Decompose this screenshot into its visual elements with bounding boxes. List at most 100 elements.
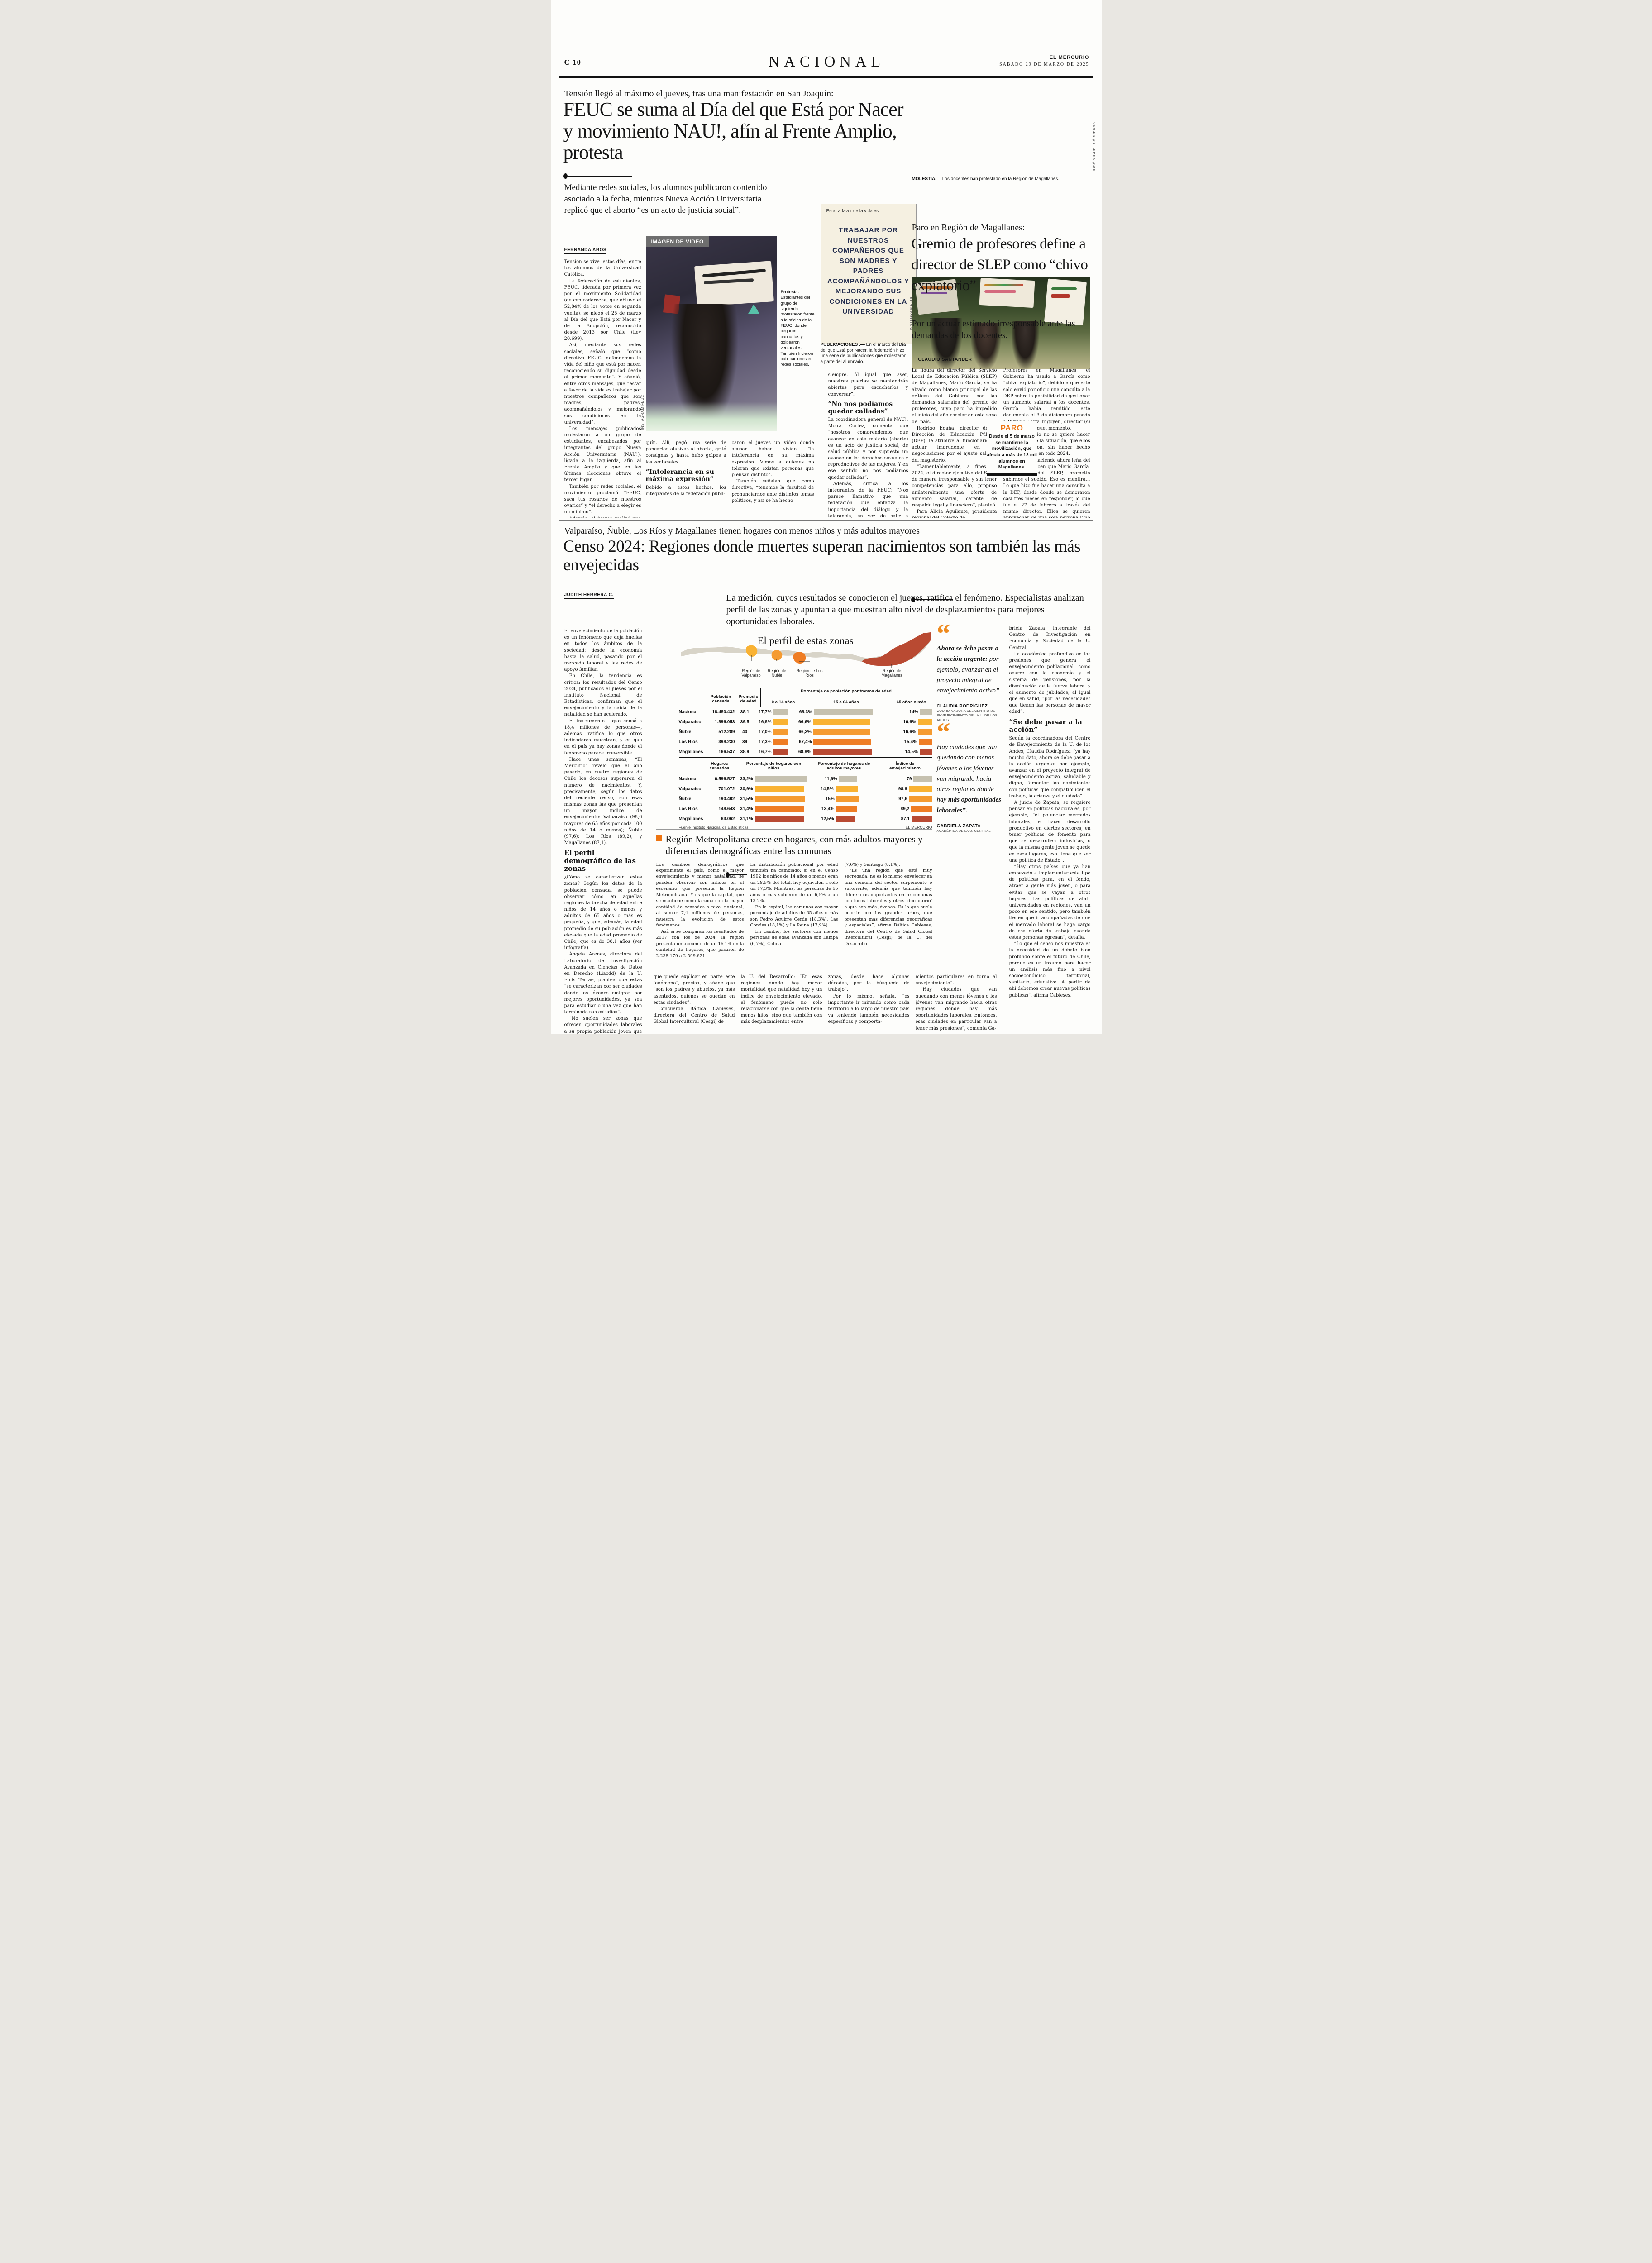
feuc-lead-marker [563,173,632,179]
censo-strip-col1: que puede explicar en parte este fenómen… [653,974,735,1025]
glass-reflection [645,402,777,431]
feuc-quote-box: Estar a favor de la vida es TRABAJAR POR… [820,204,917,344]
metro-col3: (7,6%) y Santiago (8,1%). “Es una región … [844,862,932,946]
quote-box-intro: Estar a favor de la vida es [826,209,879,214]
infographic-title: El perfil de estas zonas [757,635,854,646]
quote2-name: GABRIELA ZAPATA [936,823,981,829]
infographic-credit: EL MERCURIO [905,825,932,830]
table1-rows: Nacional 18.480.432 38,1 17,7% 68,3% 14% Valpa… [678,707,932,757]
censo-right-col: briela Zapata, integrante del Centro de … [1009,625,1091,1034]
header-bar [559,76,1093,78]
table1-row: Ñuble 512.289 40 17,0% 66,3% 16,6% [678,727,932,737]
censo-right-subhead: “Se debe pasar a la acción” [1009,717,1082,734]
paro-box-bar [986,473,1037,476]
censo-kicker: Valparaíso, Ñuble, Los Ríos y Magallanes… [564,526,920,536]
t2-h-c1: Porcentaje de hogares con niños [746,761,802,771]
map-region-nuble [771,650,782,661]
quote2-bold: Hay ciudades que van quedando con menos … [936,744,997,804]
docente-silhouette-1 [930,318,962,369]
publicaciones-caption-text: En el marco del Día del que Está por Nac… [820,342,907,364]
map-region-valparaiso [745,645,757,657]
feuc-col4: siempre. Al igual que ayer, nuestras pue… [828,372,908,518]
censo-left-col: El envejecimiento de la población es un … [564,628,642,1034]
table1-row: Magallanes 166.537 38,9 16,7% 68,8% 14,5% [678,747,932,757]
quote1-bold: Ahora se debe pasar a la acción urgente: [936,645,999,663]
quote2-attr: GABRIELA ZAPATA ACADÉMICA DE LA U. CENTR… [936,820,1005,833]
t1-h-c1: 0 a 14 años [771,700,795,705]
table-divider [678,757,932,758]
slep-kicker: Paro en Región de Magallanes: [912,223,1025,233]
slep-caption-title: MOLESTIA.— [912,177,941,181]
censo-left-subhead: El perfil demográfico de las zonas [564,849,636,873]
t2-h-c2: Porcentaje de hogares de adultos mayores [817,761,870,771]
censo-intro: La medición, cuyos resultados se conocie… [726,593,1084,626]
feuc-subhead-1: “Intolerancia en su máxima expresión” [645,468,714,483]
table1-row: Valparaíso 1.896.053 39,5 16,8% 66,6% 16,6% [678,717,932,727]
slep-colA-text: La figura del director del Servicio Loca… [912,368,997,518]
paro-box-title: PARO [1000,424,1023,432]
section-divider [559,520,1093,521]
slep-byline: CLAUDIO SANTANDER [918,357,972,363]
slep-caption-text: Los docentes han protestado en la Región… [942,177,1060,181]
feuc-colB: caron el jueves un video donde acusan ha… [731,440,814,503]
t2-h-hogares: Hogares censados [709,761,730,771]
quote2-block: “ Hay ciudades que van quedando con meno… [936,717,1005,833]
docente-silhouette-3 [1011,321,1039,369]
paro-box: PARO Desde el 5 de marzo se mantiene la … [986,421,1037,476]
metro-col1: Los cambios demográficos que experimenta… [656,862,744,959]
slep-headline: Gremio de profesores define a director d… [911,236,1088,294]
quote2-rest: más oportunidades laborales”. [936,796,1002,814]
map-label-magallanes: Región de Magallanes [881,668,902,678]
page-code: C 10 [564,58,582,67]
feuc-video-photo: IMAGEN DE VIDEO [645,236,777,431]
feuc-col4b: La coordinadora general de NAU!, Moira C… [828,417,908,518]
censo-lead-marker [725,872,747,878]
green-triangle-shape [748,304,760,314]
feuc-colA: quín. Allí, pegó una serie de pancartas … [646,440,726,518]
t2-h-c3: Índice de envejecimiento [889,761,921,771]
docente-silhouette-2 [970,323,1001,369]
table1-row: Nacional 18.480.432 38,1 17,7% 68,3% 14% [679,707,932,717]
table2-row: Valparaíso 701.072 30,9% 14,5% 98,6 [678,784,932,794]
metro-col2: La distribución poblacional por edad tam… [750,862,838,946]
newspaper-page: C 10 NACIONAL EL MERCURIO SÁBADO 29 DE M… [550,0,1102,1034]
censo-byline-wrap: JUDITH HERRERA C. [564,589,614,599]
chile-map-svg [680,632,931,668]
quote-box-text: TRABAJAR POR NUESTROS COMPAÑEROS QUE SON… [827,226,910,315]
quote2-role: ACADÉMICA DE LA U. CENTRAL [936,828,991,833]
table2-row: Los Ríos 148.643 31,4% 13,4% 89,2 [678,804,932,814]
censo-headline: Censo 2024: Regiones donde muertes super… [563,537,1081,574]
feuc-lead: Mediante redes sociales, los alumnos pub… [564,183,767,215]
feuc-subhead-2: “No nos podíamos quedar calladas” [828,400,893,415]
quote2-text: Hay ciudades que van quedando con menos … [937,742,1005,816]
quote1-name: CLAUDIA RODRÍGUEZ [936,704,988,709]
feuc-photo-credit: INSTAGRAM FEUC [640,395,645,430]
quote1-block: “ Ahora se debe pasar a la acción urgent… [936,620,1005,722]
infographic: El perfil de estas zonas Región de Valpa… [678,624,932,830]
sign-scrawl-a [921,286,952,289]
slep-protest-photo [912,277,1090,369]
table2-row: Nacional 6.596.527 33,2% 11,6% 79 [679,774,932,784]
sign-derecho-colors [984,284,1023,286]
feuc-photo-caption-title: Protesta. [780,290,799,295]
censo-strip-col4: mientos particulares en torno al envejec… [915,974,997,1031]
paper-brand: EL MERCURIO [1049,55,1089,60]
sign-educar-line1 [1051,287,1077,290]
quote1-role: COORDINADORA DEL CENTRO DE ENVEJECIMIENT… [936,709,998,722]
censo-right-col-1: briela Zapata, integrante del Centro de … [1009,626,1091,715]
slep-byline-wrap: CLAUDIO SANTANDER [918,354,972,363]
metro-box: Región Metropolitana crece en hogares, c… [656,829,932,960]
feuc-colA-text: quín. Allí, pegó una serie de pancartas … [645,440,726,465]
paro-box-text: Desde el 5 de marzo se mantiene la movil… [987,434,1037,470]
video-still-label: IMAGEN DE VIDEO [645,236,709,247]
censo-right-col-2: Según la coordinadora del Centro de Enve… [1009,736,1091,998]
quote1-text: Ahora se debe pasar a la acción urgente:… [937,644,1005,696]
publicaciones-caption-title: PUBLICACIONES .— [820,342,865,347]
t1-h-poblacion: Población censada [710,694,731,704]
sign-scrawl-b [921,292,947,294]
feuc-photo-caption-text: Estudiantes del grupo de izquierda prote… [780,295,815,368]
t1-h-group: Porcentaje de población por tramos de ed… [801,689,892,694]
metro-columns: Los cambios demográficos que experimenta… [656,862,932,960]
map-region-magallanes [861,632,931,666]
quote2-mark-icon: “ [936,717,950,747]
